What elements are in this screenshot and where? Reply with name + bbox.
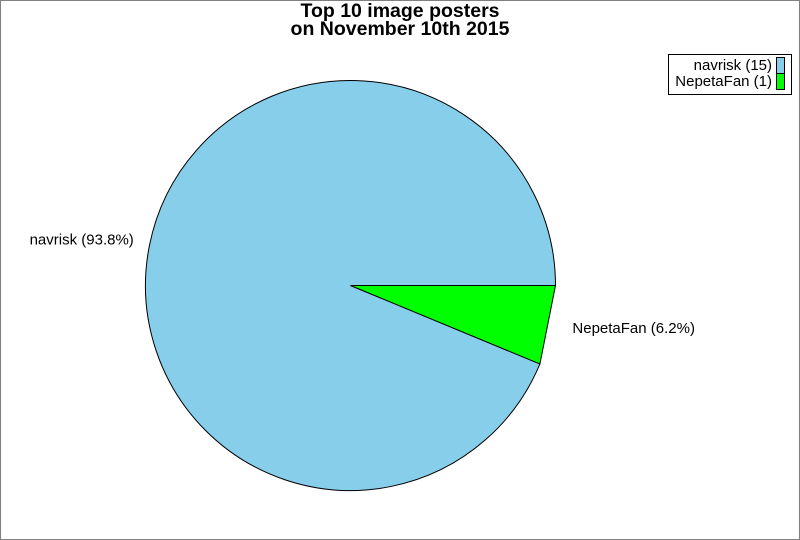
svg-text:navrisk (93.8%): navrisk (93.8%)	[30, 232, 134, 249]
svg-text:NepetaFan (6.2%): NepetaFan (6.2%)	[572, 320, 695, 337]
